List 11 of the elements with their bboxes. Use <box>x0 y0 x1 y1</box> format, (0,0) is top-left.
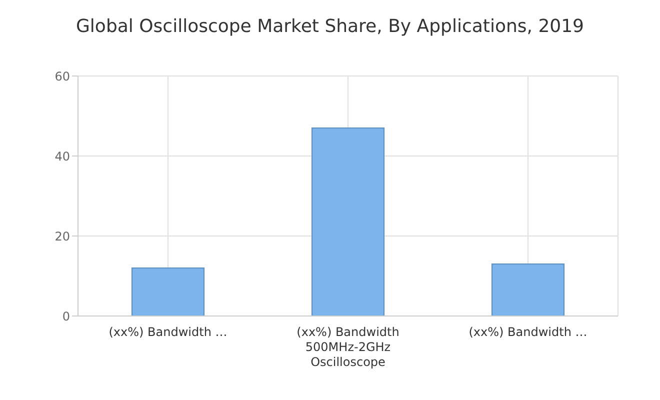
y-tick-label: 40 <box>54 149 70 164</box>
bar <box>132 268 204 316</box>
y-tick-label: 0 <box>62 309 70 324</box>
bar <box>312 128 384 316</box>
y-tick-label: 60 <box>54 69 70 84</box>
x-tick-label: (xx%) Bandwidth … <box>468 325 588 339</box>
chart-title: Global Oscilloscope Market Share, By Applications, 2019 <box>74 15 586 39</box>
x-tick-label: (xx%) Bandwidth … <box>108 325 228 339</box>
y-tick-label: 20 <box>54 229 70 244</box>
x-tick-label: (xx%) Bandwidth 500MHz-2GHz Oscilloscope <box>296 325 400 369</box>
bar <box>492 264 564 316</box>
